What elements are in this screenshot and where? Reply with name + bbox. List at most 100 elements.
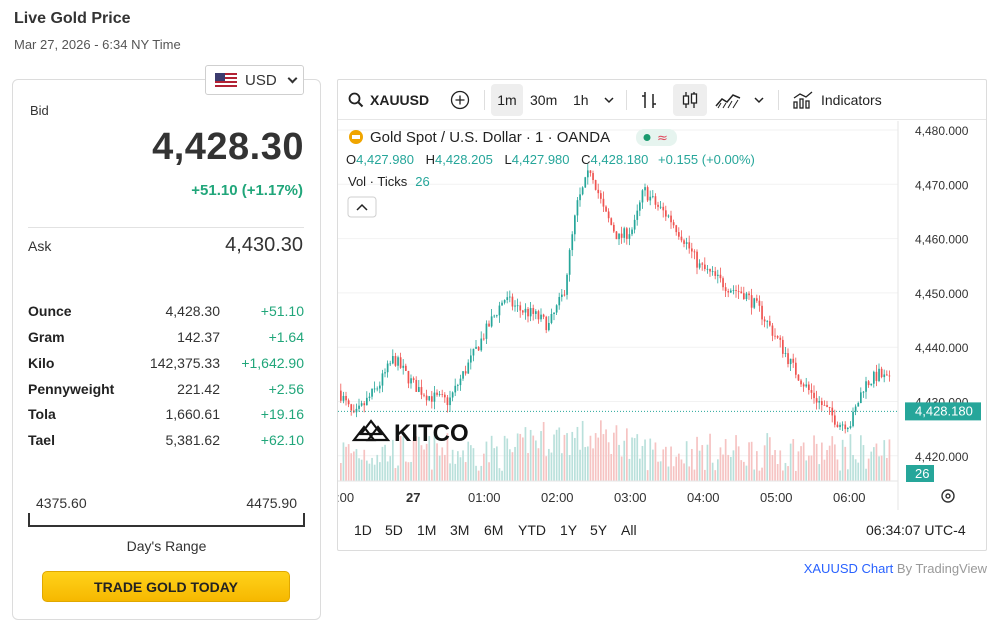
volume-bar — [498, 468, 501, 481]
range-5d[interactable]: 5D — [385, 522, 403, 538]
range-bar: 1D 5D 1M 3M 6M YTD 1Y 5Y All 06:34:07 UT… — [338, 510, 986, 550]
candle-body — [633, 219, 636, 230]
xauusd-chart-link[interactable]: XAUUSD Chart — [803, 561, 894, 576]
range-1m[interactable]: 1M — [417, 522, 437, 538]
volume-bar — [766, 433, 769, 481]
volume-bar — [802, 442, 805, 481]
candles-style-button[interactable] — [673, 84, 707, 116]
price-chart[interactable]: 4,480.000 4,470.000 4,460.000 4,450.000 4,44… — [338, 121, 987, 510]
interval-dropdown[interactable] — [604, 80, 614, 120]
candle-body — [514, 305, 516, 307]
candle-body — [568, 250, 571, 275]
style-dropdown[interactable] — [754, 80, 764, 120]
compare-button[interactable] — [450, 80, 470, 120]
candle-body — [402, 365, 405, 368]
volume-bar — [711, 462, 714, 481]
volume-bar — [379, 462, 381, 481]
candle-body — [870, 383, 873, 386]
candle-body — [732, 290, 735, 291]
volume-bar — [815, 443, 818, 481]
ask-label: Ask — [28, 238, 52, 254]
candle-body — [847, 427, 849, 430]
candle-body — [368, 396, 371, 398]
candle-body — [696, 251, 698, 268]
candle-body — [350, 404, 353, 411]
gear-icon[interactable] — [941, 489, 955, 503]
candle-body — [680, 236, 683, 241]
volume-bar — [776, 463, 779, 481]
y-tick-label: 4,450.000 — [915, 287, 969, 301]
candle-body — [358, 405, 360, 409]
volume-bar — [407, 462, 410, 481]
range-1d[interactable]: 1D — [354, 522, 372, 538]
x-axis: :00 27 01:00 02:00 03:00 04:00 05:00 06:00 — [338, 490, 866, 505]
candle-body — [410, 378, 412, 384]
candle-body — [384, 372, 386, 374]
volume-bar — [529, 429, 532, 481]
spacer — [28, 275, 304, 276]
candle-body — [823, 405, 826, 406]
candle-body — [381, 373, 384, 386]
candle-body — [342, 395, 345, 401]
interval-1h[interactable]: 1h — [573, 92, 589, 108]
currency-select[interactable]: USD — [205, 65, 304, 95]
candle-body — [490, 316, 493, 327]
volume-bar — [789, 443, 792, 481]
volume-bar — [659, 461, 662, 481]
candle-body — [607, 211, 610, 219]
volume-bar — [657, 461, 659, 481]
market-status-badge[interactable] — [636, 129, 677, 146]
chart-clock[interactable]: 06:34:07 UTC-4 — [866, 522, 966, 538]
price-panel — [12, 79, 321, 620]
low-label: L — [504, 152, 511, 167]
candle-body — [857, 403, 860, 407]
area-style-button[interactable] — [715, 80, 741, 120]
candle-body — [758, 300, 761, 306]
candle-body — [711, 271, 714, 273]
chevron-down-icon — [287, 73, 298, 83]
candle-body — [519, 305, 522, 311]
candle-body — [667, 215, 670, 217]
interval-1m[interactable]: 1m — [491, 84, 523, 116]
candle-body — [685, 242, 688, 244]
volume-bar — [722, 454, 724, 481]
volume-bar — [810, 455, 813, 481]
candle-body — [527, 308, 529, 317]
candle-body — [516, 305, 519, 307]
range-6m[interactable]: 6M — [484, 522, 504, 538]
unit-price-gram: 142.37 — [177, 329, 220, 345]
volume-bar — [373, 464, 376, 481]
volume-bar — [782, 470, 784, 481]
range-1y[interactable]: 1Y — [560, 522, 578, 538]
volume-bar — [844, 446, 847, 481]
volume-bar — [834, 444, 836, 481]
range-3m[interactable]: 3M — [450, 522, 470, 538]
candle-body — [441, 394, 444, 395]
candle-body — [883, 374, 886, 378]
volume-bar — [704, 469, 706, 481]
change-value: +0.155 (+0.00%) — [658, 152, 755, 167]
volume-bar — [756, 451, 758, 481]
volume-bar — [459, 457, 462, 481]
candle-body — [818, 401, 821, 403]
candle-body — [446, 397, 449, 406]
range-all[interactable]: All — [621, 522, 637, 538]
candle-body — [431, 396, 433, 402]
indicators-button[interactable]: Indicators — [792, 80, 882, 120]
symbol-search[interactable]: XAUUSD — [348, 80, 429, 120]
trade-gold-button[interactable]: TRADE GOLD TODAY — [42, 571, 290, 602]
volume-bars — [340, 420, 891, 481]
volume-bar — [394, 468, 397, 481]
bar-style-button[interactable] — [640, 80, 658, 120]
range-5y[interactable]: 5Y — [590, 522, 608, 538]
collapse-legend-button[interactable] — [347, 196, 377, 218]
interval-30m[interactable]: 30m — [530, 92, 558, 108]
candle-body — [386, 363, 389, 373]
candle-body — [761, 305, 763, 320]
range-ytd[interactable]: YTD — [518, 522, 546, 538]
volume-bar — [823, 459, 826, 481]
candle-body — [626, 228, 628, 239]
volume-bar — [581, 420, 584, 481]
candle-body — [540, 314, 542, 320]
volume-bar — [392, 439, 394, 481]
